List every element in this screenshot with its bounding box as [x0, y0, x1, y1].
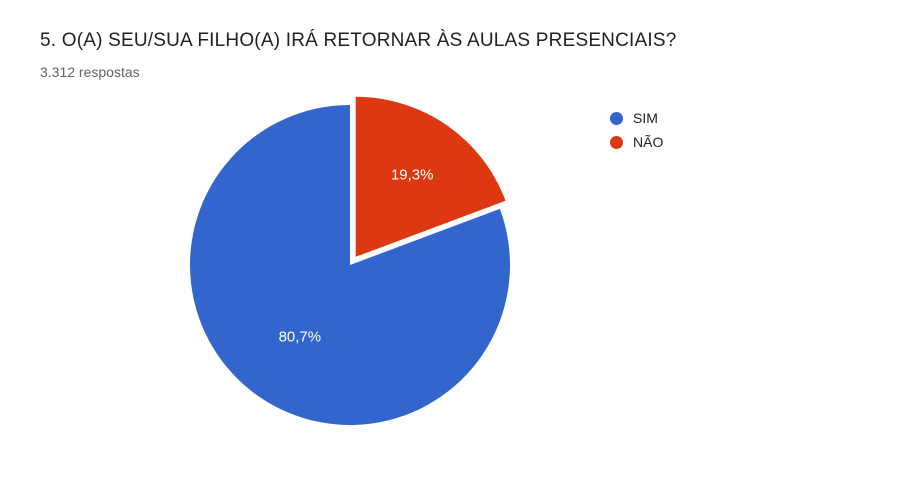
legend-swatch-icon [610, 136, 623, 149]
pie-label-sim: 80,7% [279, 329, 322, 346]
response-count: 3.312 respostas [40, 64, 860, 80]
chart-container: 5. O(A) SEU/SUA FILHO(A) IRÁ RETORNAR ÀS… [0, 0, 900, 455]
legend-item-sim[interactable]: SIM [610, 110, 663, 126]
legend: SIM NÃO [610, 105, 663, 158]
legend-swatch-icon [610, 112, 623, 125]
legend-label: SIM [633, 110, 658, 126]
pie-chart: 19,3% 80,7% [190, 105, 510, 425]
legend-item-não[interactable]: NÃO [610, 134, 663, 150]
pie-label-não: 19,3% [391, 167, 434, 184]
question-title: 5. O(A) SEU/SUA FILHO(A) IRÁ RETORNAR ÀS… [40, 30, 860, 52]
chart-area: 19,3% 80,7% SIM NÃO [40, 105, 860, 425]
legend-label: NÃO [633, 134, 663, 150]
